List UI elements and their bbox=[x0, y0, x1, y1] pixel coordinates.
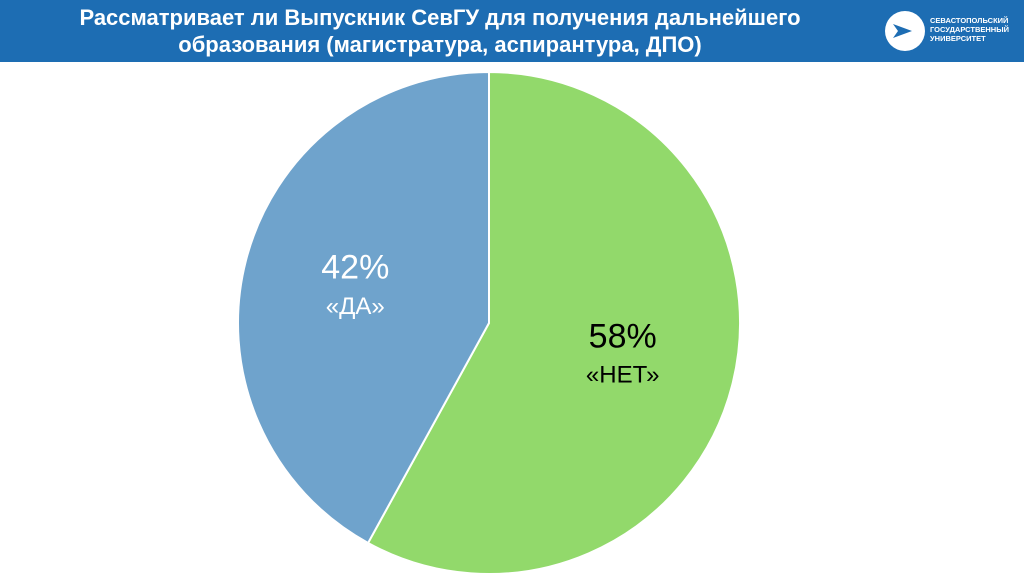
logo-text: ГОСУДАРСТВЕННЫЙ bbox=[930, 25, 1009, 34]
category-label: «ДА» bbox=[326, 293, 385, 320]
data-label: 42% bbox=[321, 249, 389, 287]
header-bar bbox=[0, 0, 1024, 62]
logo-icon bbox=[893, 24, 912, 38]
logo-text: УНИВЕРСИТЕТ bbox=[930, 34, 986, 43]
pie-slice bbox=[366, 70, 741, 575]
chart-title: Рассматривает ли Выпускник СевГУ для пол… bbox=[79, 5, 801, 57]
category-label: «НЕТ» bbox=[586, 362, 660, 389]
pie-slice bbox=[237, 70, 490, 545]
logo-text: СЕВАСТОПОЛЬСКИЙ bbox=[930, 16, 1008, 25]
data-label: 58% bbox=[589, 317, 657, 355]
